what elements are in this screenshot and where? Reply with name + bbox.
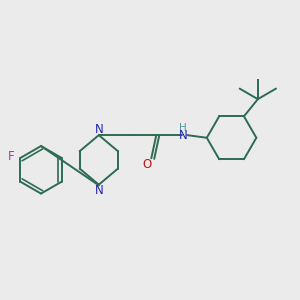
Text: F: F: [8, 150, 14, 163]
Text: N: N: [179, 129, 188, 142]
Text: N: N: [94, 184, 103, 197]
Text: N: N: [94, 123, 103, 136]
Text: O: O: [143, 158, 152, 171]
Text: H: H: [179, 123, 187, 133]
